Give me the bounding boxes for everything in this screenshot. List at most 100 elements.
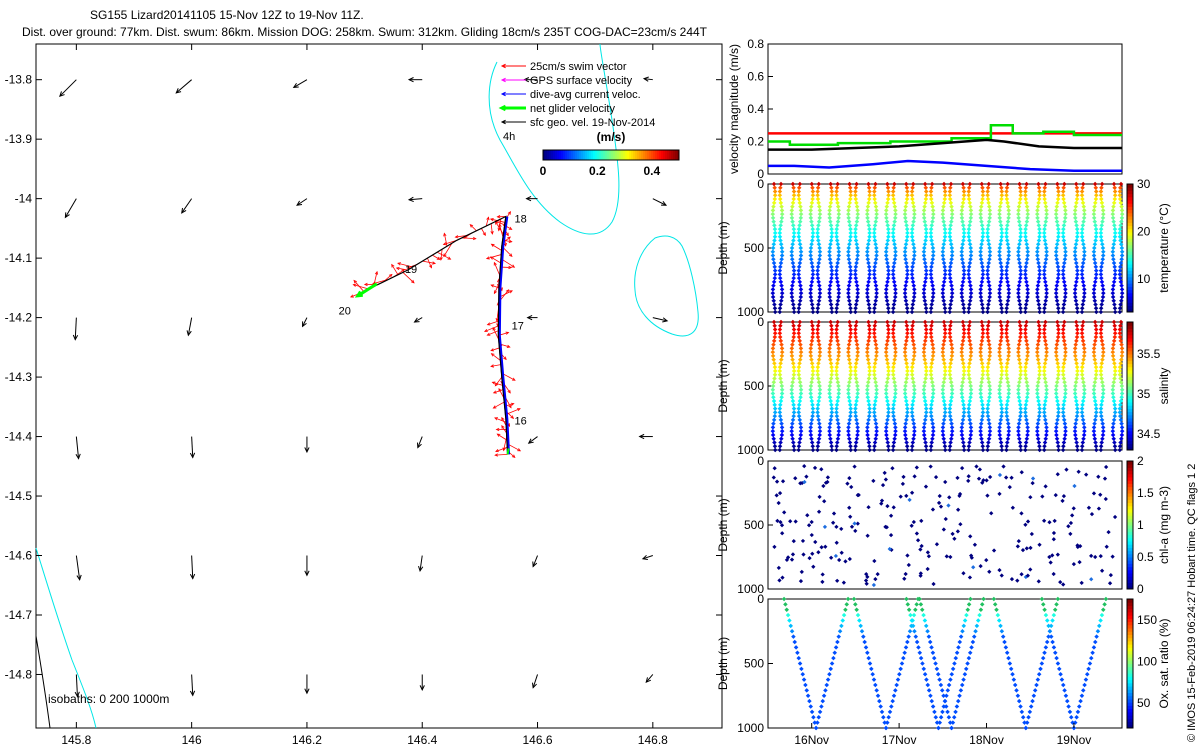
geo-velocity-arrow-head [407,196,414,203]
temperature-colorbar-cell [1127,292,1133,297]
net-velocity-start-mark [506,448,510,455]
temperature-point [873,283,879,288]
map-colorbar-cell [621,150,624,160]
map-colorbar-cell [663,150,666,160]
temperature-colorbar-cell [1127,241,1133,246]
temperature-point [791,309,797,315]
salinity-colorbar-cell [1127,379,1133,384]
swim-vector-arrow [490,243,502,251]
swim-vector-arrow [469,224,477,232]
temperature-point [798,257,803,262]
temperature-point [829,275,834,281]
geo-velocity-arrow-head [189,690,196,697]
map-colorbar-cell [593,150,596,160]
chla-colorbar-cell [1127,480,1133,484]
geo-velocity-arrow [64,198,77,219]
oxygen-colorbar-cell [1127,657,1133,661]
salinity-colorbar-cell [1127,408,1133,413]
oxygen-colorbar-cell [1127,673,1133,677]
temperature-point [808,283,814,288]
map-colorbar-cell [567,150,570,160]
oxygen-colorbar-tick: 50 [1137,696,1151,710]
temperature-colorbar-cell [1127,305,1133,310]
map-colorbar-cell [645,150,648,160]
salinity-colorbar-cell [1127,322,1133,326]
chla-colorbar-cell [1127,467,1133,472]
geo-velocity-arrow-head [526,314,533,321]
temperature-point [846,283,852,288]
temperature-point [911,294,917,300]
swim-vector-arrow-shaft [485,217,489,227]
geo-velocity-arrow-head [181,207,187,214]
oxygen-colorbar-cell [1127,624,1133,629]
temperature-colorbar-cell [1127,235,1133,239]
temperature-point [871,309,877,315]
salinity-colorbar-cell [1127,405,1133,409]
temperature-colorbar-cell [1127,219,1133,223]
velocity-ytick-label: 0 [757,167,764,181]
salinity-colorbar-cell [1127,389,1133,393]
chla-colorbar-cell [1127,525,1133,529]
temperature-ytick-label: 0 [757,177,764,191]
temperature-point [777,309,783,315]
oxygen-ytick-label: 0 [757,592,764,606]
temperature-point [904,264,910,270]
temperature-point [848,264,853,270]
swim-vector-arrow [496,433,508,441]
swim-vector-arrow-head [432,261,437,265]
temperature-point [848,275,853,281]
geo-velocity-arrow [652,198,668,206]
temperature-point [893,290,898,296]
salinity-colorbar-cell [1127,360,1133,365]
salinity-colorbar-cell [1127,363,1133,368]
swim-vector-arrow [486,330,499,336]
temperature-colorbar-tick: 20 [1137,224,1151,238]
temperature-point [886,305,891,311]
legend-entry-label: sfc geo. vel. 19-Nov-2014 [530,117,655,129]
swim-vector-arrow [492,389,504,394]
legend-arrow [500,63,526,69]
salinity-colorbar-cell [1127,347,1133,352]
temperature-point [809,279,815,285]
temperature-point [789,257,795,262]
oxygen-colorbar-cell [1127,676,1133,681]
temperature-point [848,309,854,315]
isobath-contour-coast-cyan [35,547,97,729]
salinity-ylabel: Depth (m) [716,359,730,412]
temperature-point [909,272,915,277]
map-colorbar-cell [651,150,654,160]
swim-vector-arrow-head [508,265,513,270]
temperature-point [790,283,795,288]
swim-vector-arrow [491,381,503,386]
swim-vector-arrow [353,279,365,292]
map-colorbar-cell [639,150,642,160]
oxygen-colorbar-cell [1127,602,1133,606]
oxygen-colorbar-cell [1127,679,1133,684]
temperature-point [796,268,802,273]
temperature-point [771,283,776,288]
oxygen-colorbar-cell [1127,715,1133,719]
oxygen-colorbar-cell [1127,695,1133,700]
temperature-point [905,309,910,315]
map-colorbar-cell [629,150,632,160]
temperature-point [910,264,915,270]
swim-vector-arrow [443,232,448,247]
oxygen-colorbar-cell [1127,650,1133,655]
temperature-point [815,264,821,270]
swim-vector-arrow-head [517,448,522,452]
swim-vector-arrow-head [353,279,357,284]
velocity-series-line [768,138,1122,151]
swim-vector-arrow-head [442,242,447,246]
geo-velocity-arrow-head [407,77,414,83]
temperature-point [817,287,823,292]
map-colorbar-cell [601,150,604,160]
salinity-colorbar-tick: 35 [1137,387,1151,401]
salinity-colorbar-cell [1127,331,1133,336]
geo-velocity-arrow-shaft [643,78,653,81]
geo-velocity-arrow-head [662,317,669,323]
swim-vector-arrow [485,254,502,260]
temperature-point [912,287,917,292]
chla-colorbar-cell [1127,464,1133,468]
swim-vector-arrow-shaft [497,433,508,441]
swim-vector-arrow-head [505,232,509,237]
